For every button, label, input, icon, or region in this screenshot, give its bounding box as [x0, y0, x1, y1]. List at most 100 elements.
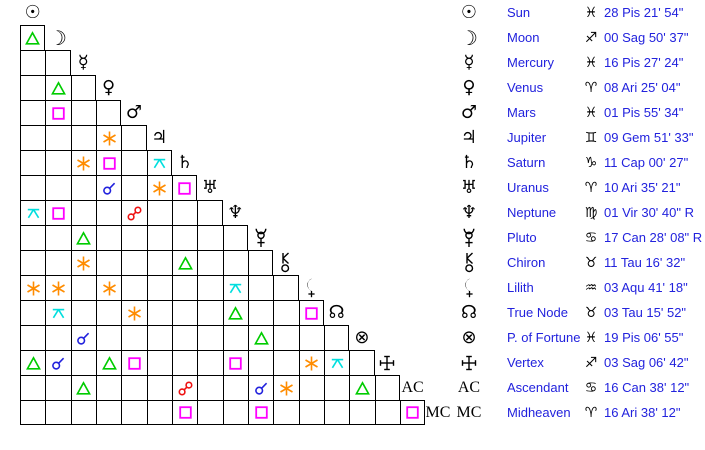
aspect-cell-ac-neptune — [222, 375, 248, 400]
aspect-cell-mc-chiron — [273, 400, 299, 425]
legend-row-venus: ♀ Venus ♈ 08 Ari 25' 04" — [440, 75, 705, 100]
aspect-cell-lilith-mercury — [70, 275, 96, 300]
aspect-cell-mercury-moon — [45, 50, 71, 75]
vertex-icon — [380, 355, 395, 370]
legend-sign-icon-ac: ♋ — [584, 379, 598, 396]
trine-aspect-icon — [51, 80, 66, 95]
aspect-cell-neptune-mercury — [70, 200, 96, 225]
aspect-cell-mc-fortune — [349, 400, 375, 425]
saturn-icon: ♄ — [176, 151, 193, 173]
grid-planet-glyph-true-node: ☊ — [324, 300, 349, 325]
aspect-cell-chiron-neptune — [222, 250, 248, 275]
aspect-cell-chiron-jupiter — [146, 250, 172, 275]
legend-glyph-saturn: ♄ — [452, 150, 486, 175]
aspect-cell-chiron-uranus — [197, 250, 223, 275]
aspect-cell-lilith-sun — [20, 275, 46, 300]
aspect-cell-lilith-saturn — [171, 275, 198, 300]
mc-icon: MC — [456, 403, 482, 421]
legend-sign-icon-moon: ♐ — [584, 29, 598, 46]
trine-aspect-icon — [177, 255, 193, 270]
aspect-cell-pluto-uranus — [197, 225, 223, 250]
trine-aspect-icon — [76, 380, 92, 395]
aspect-cell-uranus-saturn — [171, 175, 198, 200]
mercury-icon: ☿ — [77, 51, 89, 73]
aspect-cell-jupiter-moon — [45, 125, 71, 150]
opposition-aspect-icon — [178, 380, 193, 395]
true-node-icon: ☊ — [328, 301, 345, 323]
aspect-cell-mars-sun — [20, 100, 46, 125]
legend-row-mars: ♂ Mars ♓ 01 Pis 55' 34" — [440, 100, 705, 125]
trine-aspect-icon — [253, 330, 269, 345]
square-aspect-icon — [52, 206, 65, 220]
conjunction-aspect-icon — [52, 357, 65, 370]
legend-planet-name: Midheaven — [507, 405, 571, 420]
legend-glyph-lilith — [452, 275, 486, 300]
aspect-cell-true-node-uranus — [197, 300, 223, 325]
legend-position: 00 Sag 50' 37" — [604, 30, 689, 45]
grid-planet-glyph-moon: ☽ — [45, 25, 70, 50]
legend-position: 19 Pis 06' 55" — [604, 330, 684, 345]
aspect-cell-chiron-sun — [20, 250, 46, 275]
trine-aspect-icon — [354, 380, 370, 395]
aspect-cell-vertex-saturn — [171, 350, 198, 375]
legend-position: 01 Vir 30' 40" R — [604, 205, 694, 220]
mercury-icon: ☿ — [463, 51, 475, 73]
legend-position: 08 Ari 25' 04" — [604, 80, 681, 95]
aspect-cell-pluto-neptune — [222, 225, 248, 250]
uranus-icon: ♅ — [201, 176, 219, 198]
aspect-cell-saturn-sun — [20, 150, 46, 175]
grid-planet-glyph-ac: AC — [400, 375, 425, 400]
legend-row-neptune: ♆ Neptune ♍ 01 Vir 30' 40" R — [440, 200, 705, 225]
legend-row-vertex: Vertex ♐ 03 Sag 06' 42" — [440, 350, 705, 375]
legend-position: 01 Pis 55' 34" — [604, 105, 684, 120]
aspect-cell-lilith-chiron — [273, 275, 299, 300]
aspect-cell-ac-fortune — [349, 375, 375, 400]
aspect-cell-pluto-mercury — [70, 225, 96, 250]
aspect-cell-true-node-saturn — [171, 300, 198, 325]
ac-icon: AC — [401, 378, 424, 396]
aspect-cell-vertex-fortune — [349, 350, 375, 375]
quincunx-aspect-icon — [27, 208, 39, 218]
aspect-cell-uranus-mercury — [70, 175, 96, 200]
aspect-cell-fortune-sun — [20, 325, 46, 350]
legend-row-true-node: ☊ True Node ♉ 03 Tau 15' 52" — [440, 300, 705, 325]
aspect-cell-mc-moon — [45, 400, 71, 425]
trine-aspect-icon — [101, 355, 117, 370]
fortune-icon: ⊗ — [461, 326, 477, 348]
aspect-cell-ac-sun — [20, 375, 46, 400]
aspect-cell-saturn-mars — [121, 150, 147, 175]
sun-icon: ☉ — [24, 1, 41, 23]
aspect-cell-vertex-sun — [20, 350, 46, 375]
legend-row-ac: AC Ascendant ♋ 16 Can 38' 12" — [440, 375, 705, 400]
aspect-cell-chiron-saturn — [171, 250, 198, 275]
grid-planet-glyph-jupiter: ♃ — [147, 125, 172, 150]
legend-sign-icon-true-node: ♉ — [584, 304, 598, 321]
legend-planet-name: Sun — [507, 5, 531, 20]
legend-sign-icon-vertex: ♐ — [584, 354, 598, 371]
aspect-cell-true-node-moon — [45, 300, 71, 325]
aspect-cell-true-node-venus — [95, 300, 122, 325]
aspect-cell-ac-pluto — [247, 375, 274, 400]
sextile-aspect-icon — [102, 131, 116, 145]
legend-sign-icon-mercury: ♓ — [584, 54, 598, 71]
aspect-cell-true-node-mars — [121, 300, 147, 325]
legend-glyph-fortune: ⊗ — [452, 325, 486, 350]
legend-planet-name: Pluto — [507, 230, 537, 245]
aspect-cell-neptune-uranus — [197, 200, 223, 225]
aspect-cell-ac-saturn — [171, 375, 198, 400]
aspect-cell-ac-mars — [121, 375, 147, 400]
legend-planet-name: Moon — [507, 30, 540, 45]
aspect-cell-jupiter-mars — [121, 125, 147, 150]
legend-glyph-mars: ♂ — [452, 100, 486, 125]
aspect-cell-fortune-mercury — [70, 325, 96, 350]
square-aspect-icon — [178, 406, 192, 419]
legend-sign-icon-lilith: ♒ — [584, 279, 598, 296]
aspect-cell-neptune-mars — [121, 200, 147, 225]
legend-planet-name: Mars — [507, 105, 536, 120]
sextile-aspect-icon — [52, 281, 65, 295]
legend-planet-name: Vertex — [507, 355, 544, 370]
grid-planet-glyph-venus: ♀ — [96, 75, 121, 100]
opposition-aspect-icon — [127, 205, 142, 220]
legend-position: 17 Can 28' 08" R — [604, 230, 703, 245]
